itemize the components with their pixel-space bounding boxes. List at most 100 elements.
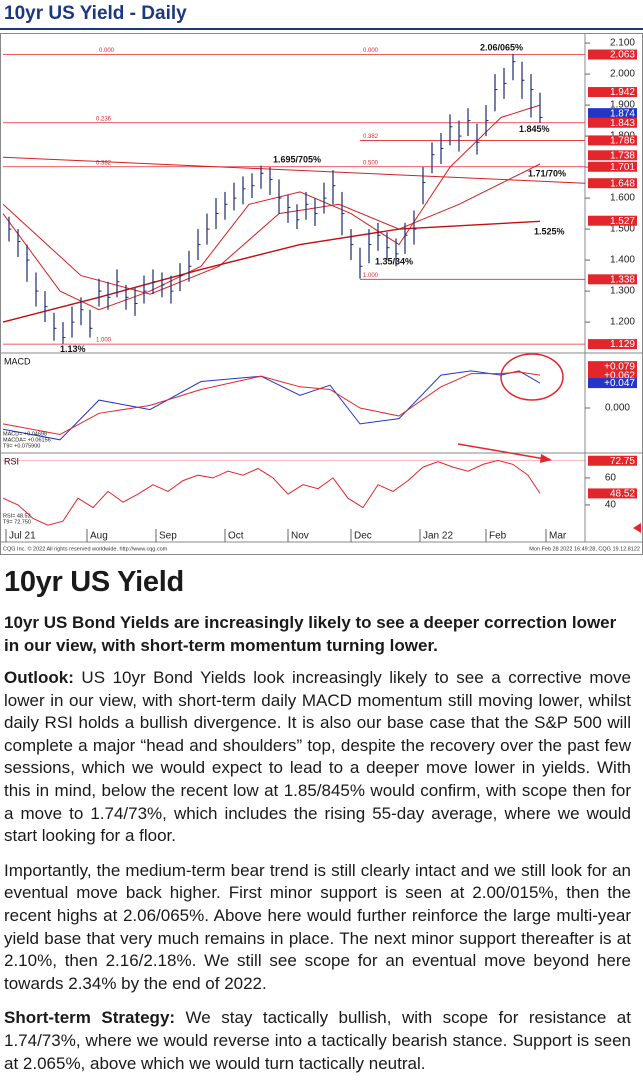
trendline <box>2 156 586 184</box>
price-tag-box <box>588 135 637 146</box>
price-tag-box <box>588 108 637 119</box>
macd-readout: T9= +0.075900 <box>3 443 40 449</box>
rsi-tag: 72.75 <box>610 456 635 467</box>
moving-average <box>2 163 541 295</box>
price-tag-box <box>588 87 637 98</box>
paragraph-text: We stay tactically bullish, with scope f… <box>4 1008 631 1073</box>
x-tick-label: Mar <box>549 531 567 542</box>
price-tag: 1.843 <box>610 118 635 129</box>
price-tag-box <box>588 215 637 226</box>
price-tag: 1.874 <box>610 108 635 119</box>
paragraph: Short-term Strategy: We stay tactically … <box>4 1007 631 1075</box>
price-tag-box <box>588 117 637 128</box>
paragraph-label: Outlook: <box>4 668 74 687</box>
y-tick-label: 1.400 <box>610 255 635 266</box>
annotation: 1.845% <box>519 124 550 134</box>
chart: 10yr US Yield - Daily MACD RSI CQG Inc. … <box>0 3 643 555</box>
macd-readout: MACDA= +0.06156 <box>3 437 51 443</box>
fib-label: 0.000 <box>363 48 379 54</box>
y-tick-label: 1.900 <box>610 100 635 111</box>
rsi-y-tick-label: 40 <box>605 500 617 511</box>
macd-line <box>2 371 541 436</box>
y-tick-label: 2.000 <box>610 69 635 80</box>
macd-title: MACD <box>4 356 31 366</box>
macd-y-tick-label: 0.000 <box>605 403 630 414</box>
macd-tag: +0.062 <box>604 370 635 381</box>
summary: 10yr US Bond Yields are increasingly lik… <box>4 613 617 655</box>
y-tick-label: 1.600 <box>610 193 635 204</box>
price-tag: 1.786 <box>610 136 635 147</box>
price-tag: 1.738 <box>610 150 635 161</box>
macd-tag-box <box>588 370 637 381</box>
footer-right: Mon Feb 28 2022 16:49:28, CQG 19.12.8122 <box>529 546 640 552</box>
macd-tag: +0.079 <box>604 361 635 372</box>
y-tick-label: 1.300 <box>610 286 635 297</box>
price-tag-box <box>588 161 637 172</box>
y-tick-label: 1.200 <box>610 317 635 328</box>
x-tick-label: Jan 22 <box>423 531 453 542</box>
moving-average <box>2 104 541 311</box>
price-tag: 1.129 <box>610 339 635 350</box>
fib-label: 0.000 <box>99 48 115 54</box>
price-tag-box <box>588 49 637 60</box>
fib-label: 0.382 <box>96 160 112 166</box>
price-tag: 1.338 <box>610 274 635 285</box>
rsi-line <box>2 459 541 526</box>
scroll-marker <box>633 523 641 533</box>
x-tick-label: Nov <box>291 531 309 542</box>
paragraph-label: Short-term Strategy: <box>4 1008 176 1028</box>
x-tick-label: Dec <box>354 531 372 542</box>
arrow-line <box>457 443 546 460</box>
macd-readout: MACD= +0.04698 <box>3 431 47 437</box>
rsi-readout: RSI= 48.52 <box>3 513 31 519</box>
chart-title: 10yr US Yield - Daily <box>4 3 187 24</box>
paragraph: Importantly, the medium-term bear trend … <box>4 860 631 996</box>
paragraph-text: US 10yr Bond Yields look increasingly li… <box>4 668 631 846</box>
fib-label: 0.236 <box>96 116 112 122</box>
price-tag-box <box>588 274 637 285</box>
x-tick-label: Sep <box>159 531 177 542</box>
moving-average <box>2 220 541 323</box>
x-tick-label: Aug <box>90 531 108 542</box>
price-tag: 1.648 <box>610 178 635 189</box>
rsi-title: RSI <box>4 456 19 466</box>
x-tick-label: Jul 21 <box>9 531 36 542</box>
price-tag-box <box>588 339 637 350</box>
price-tag-box <box>588 178 637 189</box>
article-title: 10yr US Yield <box>4 566 184 598</box>
macd-tag-box <box>588 378 637 389</box>
y-tick-label: 2.100 <box>610 38 635 49</box>
chart-frame <box>0 33 643 555</box>
macd-tag-box <box>588 361 637 372</box>
annotation: 1.35/34% <box>375 256 413 266</box>
annotation: 1.525% <box>534 227 565 237</box>
annotation: 1.695/705% <box>273 155 321 165</box>
annotation: 2.06/065% <box>480 42 523 52</box>
footer-left: CQG Inc. © 2022 All rights reserved worl… <box>3 545 168 552</box>
rsi-tag: 48.52 <box>610 489 635 500</box>
price-tag: 1.942 <box>610 87 635 98</box>
rsi-y-tick-label: 60 <box>605 473 617 484</box>
y-tick-label: 1.500 <box>610 224 635 235</box>
price-tag-box <box>588 150 637 161</box>
annotation: 1.13% <box>60 344 86 354</box>
x-tick-label: Feb <box>489 531 507 542</box>
paragraph-text: Importantly, the medium-term bear trend … <box>4 860 631 993</box>
rsi-readout: T9= 72.750 <box>3 519 31 525</box>
price-tag: 2.063 <box>610 50 635 61</box>
annotation: 1.71/70% <box>528 169 566 179</box>
fib-label: 0.500 <box>363 160 379 166</box>
fib-label: 1.000 <box>96 338 112 344</box>
paragraph: Outlook: US 10yr Bond Yields look increa… <box>4 667 631 848</box>
highlight-ellipse <box>500 353 564 401</box>
article: 10yr US Yield 10yr US Bond Yields are in… <box>4 562 631 1087</box>
x-tick-label: Oct <box>228 531 244 542</box>
macd-tag: +0.047 <box>604 378 635 389</box>
price-tag: 1.527 <box>610 216 635 227</box>
rsi-tag-box <box>588 455 637 466</box>
fib-label: 0.382 <box>363 134 379 140</box>
rsi-tag-box <box>588 488 637 499</box>
price-tag: 1.701 <box>610 162 635 173</box>
fib-label: 1.000 <box>363 273 379 279</box>
